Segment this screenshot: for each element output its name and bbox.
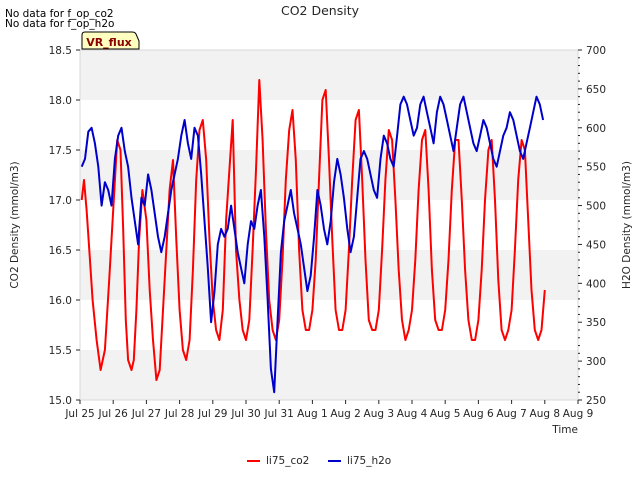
y-tick-label: 18.0	[49, 95, 72, 107]
plot-frame	[79, 49, 579, 401]
x-tick-label: Aug 3	[364, 408, 395, 420]
x-tick-label: Jul 28	[164, 408, 194, 420]
x-axis-label: Time	[551, 424, 578, 436]
y2-tick-label: 400	[586, 278, 606, 290]
no-data-note-h2o: No data for f_op_h2o	[5, 18, 115, 30]
x-tick-label: Jul 30	[230, 408, 260, 420]
x-tick-label: Aug 2	[330, 408, 361, 420]
y2-tick-label: 350	[586, 317, 606, 329]
y2-tick-label: 300	[586, 356, 606, 368]
legend: li75_co2 li75_h2o	[247, 455, 391, 467]
legend-label-co2: li75_co2	[266, 455, 309, 467]
y-tick-label: 15.0	[49, 395, 72, 407]
y2-tick-label: 650	[586, 84, 606, 96]
x-axis: Jul 25 Jul 26 Jul 27 Jul 28 Jul 29 Jul 30 Jul …	[64, 399, 594, 420]
x-tick-label: Aug 8	[530, 408, 561, 420]
x-tick-label: Jul 25	[64, 408, 94, 420]
y-axis-label: CO2 Density (mmol/m3)	[9, 161, 21, 288]
y-tick-label: 18.5	[49, 45, 72, 57]
x-tick-label: Aug 9	[563, 408, 594, 420]
legend-label-h2o: li75_h2o	[347, 455, 391, 467]
y2-axis-label: H2O Density (mmol/m3)	[621, 161, 633, 289]
x-tick-label: Jul 29	[197, 408, 227, 420]
y-tick-label: 15.5	[49, 345, 72, 357]
x-tick-label: Jul 26	[98, 408, 129, 420]
y-tick-label: 17.5	[49, 145, 72, 157]
series-line-li75_h2o	[80, 95, 545, 394]
y-axis-right: 250 300 350 400 450 500 550 600 650 700	[578, 45, 606, 407]
y-axis-left: 15.0 15.5 16.0 16.5 17.0 17.5 18.0 18.5	[49, 45, 80, 407]
x-tick-label: Aug 1	[297, 408, 328, 420]
y2-tick-label: 250	[586, 395, 606, 407]
vr-flux-label: VR_flux	[86, 36, 132, 49]
y2-tick-label: 700	[586, 45, 606, 57]
x-tick-label: Jul 27	[131, 408, 161, 420]
y-tick-label: 16.0	[49, 295, 72, 307]
band-1	[80, 350, 578, 400]
x-tick-label: Jul 31	[264, 408, 294, 420]
x-tick-label: Aug 7	[496, 408, 527, 420]
y-tick-label: 16.5	[49, 245, 72, 257]
y2-tick-label: 600	[586, 123, 606, 135]
no-data-note-co2: No data for f_op_co2	[5, 8, 114, 20]
y2-tick-label: 550	[586, 162, 606, 174]
vr-flux-badge: VR_flux	[81, 31, 140, 50]
y2-tick-label: 500	[586, 201, 606, 213]
x-tick-label: Aug 6	[463, 408, 494, 420]
chart-title: CO2 Density	[281, 3, 360, 18]
band-2	[80, 250, 578, 300]
band-4	[80, 50, 578, 100]
series-line-li75_co2	[80, 79, 546, 381]
y-tick-label: 17.0	[49, 195, 72, 207]
x-tick-label: Aug 4	[397, 408, 428, 420]
y2-tick-label: 450	[586, 239, 606, 251]
plot-lines	[80, 79, 546, 394]
x-tick-label: Aug 5	[430, 408, 461, 420]
